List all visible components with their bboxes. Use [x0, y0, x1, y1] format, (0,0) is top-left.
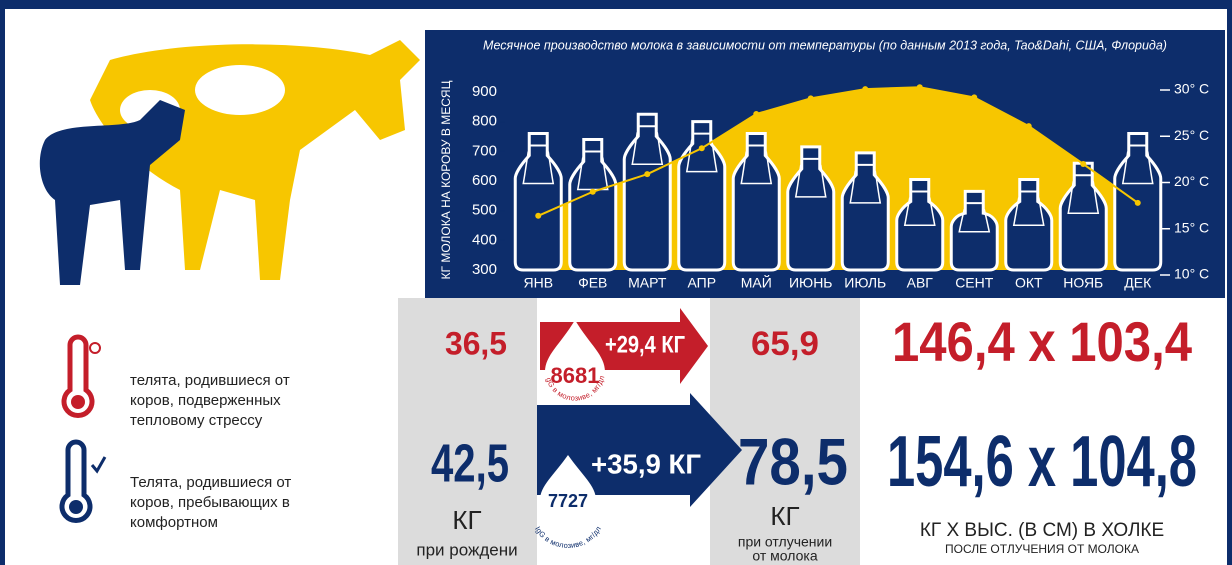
- y-tick-label: 800: [472, 113, 497, 130]
- temperature-point: [753, 111, 759, 117]
- unit: КГ Х ВЫС. (В СМ) В ХОЛКЕ: [920, 520, 1164, 541]
- x-tick-label: ФЕВ: [578, 275, 607, 291]
- note: от молока: [752, 548, 817, 564]
- x-tick-label: МАРТ: [628, 275, 667, 291]
- y2-tick-label: 15° C: [1174, 219, 1209, 235]
- temperature-point: [862, 86, 868, 92]
- temperature-point: [644, 171, 650, 177]
- x-tick-label: ДЕК: [1124, 275, 1152, 291]
- chart-title: Месячное производство молока в зависимос…: [483, 38, 1167, 52]
- unit: КГ: [452, 505, 481, 535]
- temperature-point: [1135, 200, 1141, 206]
- y2-tick-label: 30° C: [1174, 81, 1209, 97]
- top-bar: [0, 0, 1232, 9]
- temperature-point: [535, 213, 541, 219]
- temperature-point: [808, 95, 814, 101]
- y2-tick-label: 10° C: [1174, 266, 1209, 282]
- x-tick-label: ЯНВ: [523, 275, 553, 291]
- x-tick-label: ИЮНЬ: [789, 275, 833, 291]
- temperature-point: [971, 94, 977, 100]
- x-tick-label: СЕНТ: [955, 275, 994, 291]
- birth-weight: 42,5: [431, 433, 509, 493]
- cow-illustration: [40, 40, 420, 285]
- x-tick-label: АПР: [687, 275, 716, 291]
- temperature-point: [699, 145, 705, 151]
- y2-tick-label: 25° C: [1174, 127, 1209, 143]
- y-tick-label: 900: [472, 83, 497, 100]
- y-tick-label: 500: [472, 202, 497, 219]
- legend-text: коров, подверженных: [130, 392, 281, 409]
- legend-text: Телята, родившиеся от: [130, 474, 291, 491]
- legend-text: тепловому стрессу: [130, 412, 263, 429]
- note: при рождени: [416, 540, 517, 559]
- legend-text: коров, пребывающих в: [130, 494, 290, 511]
- legend-text: телята, родившиеся от: [130, 372, 290, 389]
- x-tick-label: НОЯБ: [1063, 275, 1103, 291]
- temperature-point: [590, 189, 596, 195]
- y-tick-label: 400: [472, 231, 497, 248]
- y-tick-label: 700: [472, 142, 497, 159]
- legend-icon-comfort: [62, 442, 105, 520]
- page: {"chart_data": {"type": "bar", "title": …: [0, 0, 1232, 565]
- legend-text: комфортном: [130, 514, 218, 531]
- y2-tick-label: 20° C: [1174, 173, 1209, 189]
- x-tick-label: ИЮЛЬ: [844, 275, 886, 291]
- igg: 8681: [551, 363, 600, 388]
- y-tick-label: 300: [472, 261, 497, 278]
- y-axis-label: КГ МОЛОКА НА КОРОВУ В МЕСЯЦ: [439, 80, 453, 279]
- temperature-point: [1080, 161, 1086, 167]
- note: ПОСЛЕ ОТЛУЧЕНИЯ ОТ МОЛОКА: [945, 542, 1139, 556]
- gain: +35,9 КГ: [591, 448, 701, 479]
- y-tick-label: 600: [472, 172, 497, 189]
- gain: +29,4 КГ: [605, 331, 685, 358]
- weaning-weight: 78,5: [738, 424, 848, 498]
- igg-label: IgG в молозиве, мг/дл: [533, 525, 603, 550]
- igg: 7727: [548, 491, 588, 511]
- size: 154,6 x 104,8: [887, 422, 1197, 502]
- x-tick-label: МАЙ: [741, 274, 772, 291]
- weaning-weight: 65,9: [751, 325, 819, 363]
- x-tick-label: ОКТ: [1015, 275, 1043, 291]
- infographic: Месячное производство молока в зависимос…: [0, 0, 1232, 565]
- legend-icon-heat: [64, 337, 100, 415]
- temperature-point: [1026, 123, 1032, 129]
- unit: КГ: [770, 501, 799, 531]
- temperature-point: [917, 84, 923, 90]
- x-tick-label: АВГ: [907, 275, 934, 291]
- size: 146,4 x 103,4: [892, 310, 1192, 373]
- birth-weight: 36,5: [445, 325, 507, 361]
